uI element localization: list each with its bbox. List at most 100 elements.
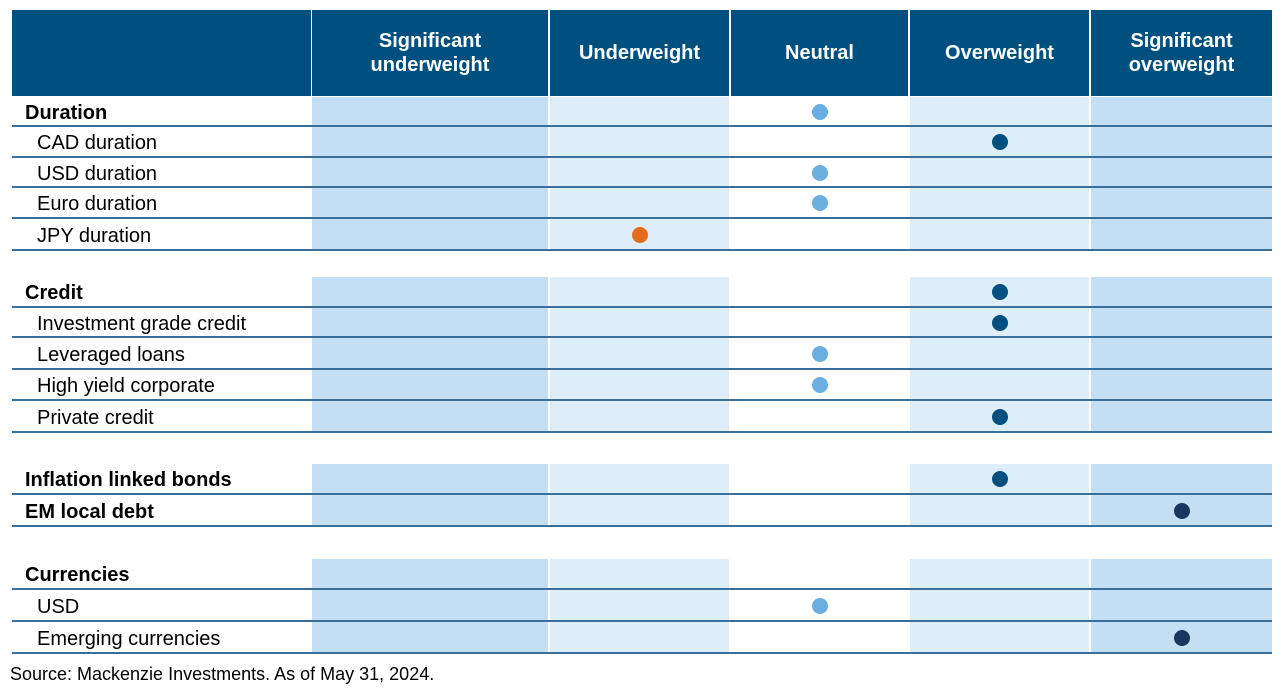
row-divider: [12, 620, 1272, 622]
cell-significant-underweight: [312, 622, 548, 653]
position-dot-neutral: [811, 103, 828, 120]
cell-significant-overweight: [1091, 188, 1272, 218]
cell-significant-underweight: [312, 277, 548, 307]
position-dot-neutral: [811, 195, 828, 211]
cell-significant-overweight: [1091, 219, 1272, 250]
column-header-overweight: Overweight: [910, 10, 1089, 96]
column-header-text: Overweight: [945, 42, 1054, 64]
cell-underweight: [550, 188, 729, 218]
cell-neutral: [731, 622, 908, 653]
row-label: Currencies: [25, 564, 130, 586]
cell-overweight: [910, 219, 1089, 250]
cell-significant-overweight: [1091, 97, 1272, 126]
cell-underweight: [550, 495, 729, 526]
cell-overweight: [910, 370, 1089, 400]
row-divider: [12, 525, 1272, 527]
row-divider: [12, 588, 1272, 590]
cell-underweight: [550, 401, 729, 432]
cell-overweight: [910, 158, 1089, 187]
cell-significant-underweight: [312, 127, 548, 157]
cell-significant-underweight: [312, 219, 548, 250]
cell-overweight: [910, 188, 1089, 218]
row-divider: [12, 249, 1272, 251]
row-label: Investment grade credit: [37, 313, 246, 335]
position-dot-overweight: [991, 471, 1008, 487]
row-label: CAD duration: [37, 132, 158, 154]
cell-significant-overweight: [1091, 277, 1272, 307]
cell-neutral: [731, 401, 908, 432]
cell-neutral: [731, 559, 908, 589]
cell-overweight: [910, 338, 1089, 369]
position-dot-neutral: [811, 377, 828, 393]
position-dot-significant-overweight: [1173, 629, 1190, 646]
cell-significant-underweight: [312, 188, 548, 218]
cell-significant-overweight: [1091, 338, 1272, 369]
row-label: EM local debt: [25, 501, 154, 523]
row-divider: [12, 156, 1272, 158]
cell-significant-overweight: [1091, 127, 1272, 157]
header-label-cell: [12, 10, 311, 96]
row-label: USD duration: [37, 163, 158, 185]
position-dot-overweight: [991, 284, 1008, 300]
cell-neutral: [731, 495, 908, 526]
cell-neutral: [731, 277, 908, 307]
row-label: JPY duration: [37, 225, 152, 247]
cell-underweight: [550, 338, 729, 369]
column-header-neutral: Neutral: [731, 10, 908, 96]
row-divider: [12, 336, 1272, 338]
column-header-underweight: Underweight: [550, 10, 729, 96]
column-header-text: Significant underweight: [370, 30, 490, 76]
position-dot-overweight: [991, 134, 1008, 150]
column-header-significant-underweight: Significant underweight: [312, 10, 548, 96]
row-divider: [12, 306, 1272, 308]
cell-significant-underweight: [312, 401, 548, 432]
row-label: Private credit: [37, 407, 154, 429]
cell-significant-underweight: [312, 158, 548, 187]
position-dot-neutral: [811, 345, 828, 362]
position-dot-significant-overweight: [1173, 502, 1190, 519]
cell-underweight: [550, 559, 729, 589]
cell-underweight: [550, 590, 729, 621]
row-divider: [12, 399, 1272, 401]
cell-significant-overweight: [1091, 590, 1272, 621]
cell-significant-underweight: [312, 559, 548, 589]
column-header-text: Significant overweight: [1128, 30, 1235, 76]
row-label: USD: [37, 596, 80, 618]
position-dot-underweight: [631, 226, 648, 243]
row-label: Euro duration: [37, 193, 158, 215]
cell-significant-underweight: [312, 370, 548, 400]
row-divider: [12, 652, 1272, 654]
cell-significant-overweight: [1091, 158, 1272, 187]
position-dot-overweight: [991, 314, 1008, 331]
cell-neutral: [731, 308, 908, 337]
column-header-text: Neutral: [785, 42, 854, 64]
cell-neutral: [731, 219, 908, 250]
row-divider: [12, 493, 1272, 495]
cell-neutral: [731, 464, 908, 494]
cell-underweight: [550, 97, 729, 126]
cell-significant-overweight: [1091, 464, 1272, 494]
cell-significant-overweight: [1091, 559, 1272, 589]
cell-underweight: [550, 277, 729, 307]
row-divider: [12, 368, 1272, 370]
cell-underweight: [550, 308, 729, 337]
row-label: Duration: [25, 102, 108, 124]
cell-underweight: [550, 622, 729, 653]
cell-significant-underweight: [312, 308, 548, 337]
cell-significant-underweight: [312, 338, 548, 369]
cell-significant-underweight: [312, 495, 548, 526]
cell-underweight: [550, 127, 729, 157]
cell-significant-overweight: [1091, 308, 1272, 337]
cell-significant-overweight: [1091, 370, 1272, 400]
position-dot-overweight: [991, 408, 1008, 425]
column-header-text: Underweight: [578, 42, 701, 64]
row-divider: [12, 125, 1272, 127]
row-label: High yield corporate: [37, 375, 215, 397]
cell-overweight: [910, 590, 1089, 621]
row-divider: [12, 217, 1272, 219]
column-header-significant-overweight: Significant overweight: [1091, 10, 1272, 96]
cell-underweight: [550, 464, 729, 494]
row-label: Emerging currencies: [37, 628, 221, 650]
cell-significant-underweight: [312, 97, 548, 126]
cell-overweight: [910, 559, 1089, 589]
